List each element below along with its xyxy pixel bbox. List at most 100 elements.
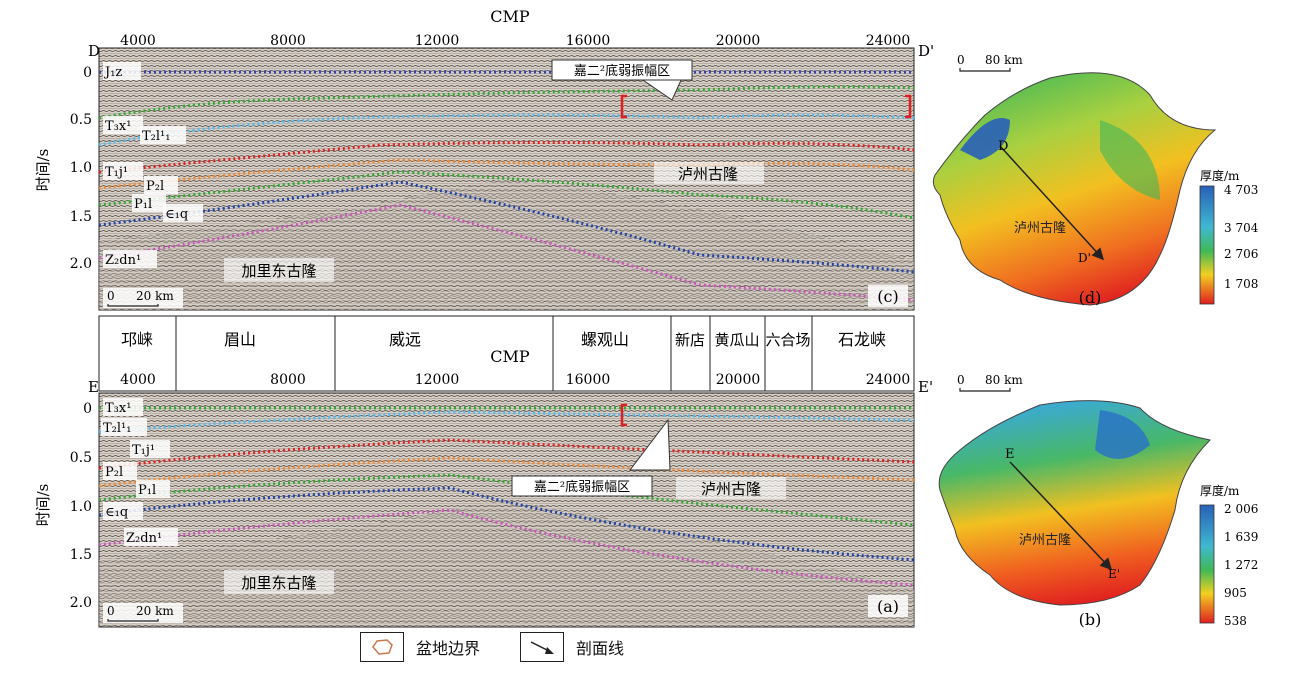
panel-label-d: (d) [1079,288,1102,307]
horizon-labels: T₃x¹ T₂l¹₁ T₁j¹ P₂l P₁l ∈₁q Z₂dn¹ [101,398,178,546]
horizon-p2l [98,456,915,488]
bracket-left [620,94,627,119]
scale-bar [107,304,159,307]
horizon-z2dn1 [98,508,915,587]
caledonian-uplift-label: 加里东古隆 [241,574,316,592]
callout-box [511,475,653,497]
ramp-tick: 2 706 [1224,247,1258,261]
thick-zone [1095,410,1150,459]
cmp-tick: 20000 [716,33,761,49]
section-line-end: D' [1078,251,1091,265]
cmp-tick: 16000 [566,372,611,388]
cmp-tick: 24000 [866,33,911,49]
ramp-tick: 1 708 [1224,277,1258,291]
horizon-z2dn1 [98,203,915,302]
panel-label-c: (c) [877,287,898,306]
ramp-tick: 538 [1224,614,1247,628]
cmp-tick: 4000 [120,33,156,49]
cmp-tick: 8000 [270,33,306,49]
time-axis-label: 时间/s [34,484,52,527]
location-name: 黄瓜山 [714,331,759,349]
luzhou-uplift-label: 泸州古隆 [701,480,761,498]
basin-map-d [932,72,1217,306]
time-tick: 0 [83,401,92,417]
horizon-label: P₁l [138,483,156,498]
horizon-t2l11 [98,410,915,434]
location-name: 邛崃 [121,330,153,349]
time-tick: 1.0 [70,160,92,176]
time-tick: 0.5 [70,450,92,466]
profile-start-label: E [88,378,99,396]
scale-bar-label: 20 km [136,604,174,618]
panel-label-a: (a) [877,597,899,616]
section-line-icon [520,632,565,662]
ramp-tick: 4 703 [1224,183,1258,197]
basin-map-b [938,400,1212,606]
cmp-tick: 4000 [120,372,156,388]
mid-zone [1100,120,1160,200]
time-tick: 1.0 [70,499,92,515]
thick-zone [960,118,1010,160]
cmp-tick: 12000 [415,372,460,388]
horizon-e1q [98,180,915,274]
horizon-e1q [98,486,915,562]
ramp-tick: 1 272 [1224,558,1258,572]
luzhou-uplift-label: 泸州古隆 [678,165,738,183]
cmp-tick: 16000 [566,33,611,49]
section-line-end: E' [1108,567,1120,581]
horizon-label: T₃x¹ [105,119,131,134]
horizon-label: T₁j¹ [132,443,155,458]
cmp-tick: 24000 [866,372,911,388]
ramp-tick: 3 704 [1224,221,1259,235]
section-line-start: D [998,139,1008,154]
time-tick: 2.0 [70,256,92,272]
cmp-tick: 8000 [270,372,306,388]
section-line-start: E [1005,447,1015,462]
location-name: 新店 [675,331,705,349]
horizon-label: J₁z [103,65,122,80]
profile-end-label: D' [918,42,934,60]
horizon-label: T₂l¹₁ [103,421,131,436]
bracket-left [620,403,627,427]
location-bar-frame [98,315,915,392]
profile-start-label: D [88,42,100,60]
legend-basin-boundary: 盆地边界 [360,632,480,662]
time-tick-labels: 0 0.5 1.0 1.5 2.0 [70,401,92,611]
ramp-tick: 2 006 [1224,502,1258,516]
map-scale-label: 80 km [985,373,1023,387]
thickness-map-d: 0 80 km D D' 泸州古隆 厚度/m 4 703 3 704 2 706… [932,53,1259,307]
bracket-right [905,94,912,119]
section-line-b [1009,461,1113,571]
horizon-labels: J₁z T₃x¹ T₂l¹₁ T₁j¹ P₂l P₁l ∈₁q Z₂dn¹ [103,62,203,268]
ramp-tick: 905 [1224,586,1247,600]
time-tick: 2.0 [70,595,92,611]
horizon-p1l [98,473,915,527]
map-legend-title: 厚度/m [1200,483,1240,498]
horizon-t2l11 [98,113,915,147]
map-scale-bar [959,388,1011,392]
time-tick-labels: 0 0.5 1.0 1.5 2.0 [70,65,92,272]
map-legend-title: 厚度/m [1200,168,1240,183]
cmp-tick-labels: 4000 8000 12000 16000 20000 24000 [120,372,910,388]
horizon-label: P₂l [146,179,164,194]
basin-boundary-icon [360,632,404,662]
map-scale-label: 80 km [985,53,1023,67]
location-name: 石龙峡 [838,330,886,349]
time-tick: 0.5 [70,112,92,128]
map-scale-zero: 0 [957,53,965,67]
caledonian-uplift-label: 加里东古隆 [241,262,316,280]
time-tick: 1.5 [70,547,92,563]
panel-label-b: (b) [1079,610,1102,629]
horizon-p2l [98,158,915,190]
ramp-tick: 1 639 [1224,530,1258,544]
seismic-panel-c: CMP D D' 4000 8000 12000 16000 20000 240… [34,7,934,311]
scale-bar-label: 20 km [136,289,174,303]
location-bar: 邛崃 眉山 威远 螺观山 新店 黄瓜山 六合场 石龙峡 CMP 4000 800… [98,315,915,392]
map-region-label: 泸州古隆 [1014,221,1066,236]
weak-amplitude-callout: 嘉二²底弱振幅区 [534,479,630,495]
scale-zero: 0 [107,604,115,618]
time-tick: 0 [83,65,92,81]
cmp-axis-title: CMP [490,347,530,366]
horizon-t3x1 [98,85,915,120]
legend-label: 剖面线 [576,639,625,658]
